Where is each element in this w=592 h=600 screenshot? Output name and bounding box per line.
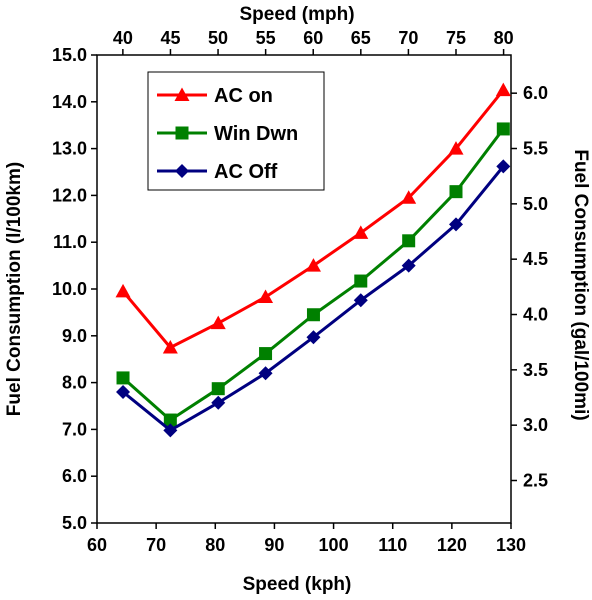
data-point-ac-on (495, 82, 511, 97)
y2-tick-label: 6.0 (523, 83, 548, 103)
right-axis-title: Fuel Consumption (gal/100mi) (570, 149, 591, 420)
data-point-ac-on (353, 225, 369, 239)
data-point-ac-off (306, 330, 321, 345)
data-point-ac-on (115, 283, 131, 298)
y2-tick-label: 5.5 (523, 139, 548, 159)
y-tick-label: 15.0 (52, 45, 87, 65)
legend-marker-ac-off (175, 164, 189, 178)
x-tick-label: 130 (496, 535, 526, 555)
data-point-ac-on (210, 315, 226, 330)
y2-tick-label: 2.5 (523, 471, 548, 491)
data-point-win-dwn (163, 413, 177, 427)
data-point-ac-off (401, 258, 416, 273)
y2-tick-label: 4.5 (523, 249, 548, 269)
data-point-ac-off (448, 217, 463, 232)
right-axis-ticks: 2.5 3.0 3.5 4.0 4.5 5.0 5.5 6.0 (511, 83, 548, 491)
top-tick-label: 75 (446, 28, 466, 48)
top-tick-label: 70 (398, 28, 418, 48)
y-tick-label: 12.0 (52, 185, 87, 205)
x-axis-title: Speed (kph) (243, 574, 352, 595)
data-point-ac-on (162, 340, 178, 354)
y-tick-label: 8.0 (62, 373, 87, 393)
data-point-win-dwn (116, 371, 130, 385)
legend-marker-ac-on (174, 87, 190, 101)
legend-marker-win-dwn (175, 126, 189, 140)
data-point-ac-on (448, 141, 464, 155)
y-tick-label: 7.0 (62, 419, 87, 439)
y2-tick-label: 5.0 (523, 194, 548, 214)
y-tick-label: 11.0 (53, 232, 87, 252)
y-tick-label: 13.0 (52, 139, 87, 159)
top-tick-label: 60 (303, 28, 323, 48)
data-point-win-dwn (211, 382, 225, 396)
data-point-ac-on (258, 289, 274, 303)
data-point-ac-off (163, 423, 178, 438)
legend: AC on Win Dwn AC Off (147, 71, 325, 191)
x-tick-label: 70 (146, 535, 166, 555)
x-tick-label: 110 (378, 535, 407, 555)
x-axis-ticks: 60 70 80 90 100 110 120 130 (87, 523, 526, 555)
x-tick-label: 120 (437, 535, 467, 555)
left-axis-ticks: 5.0 6.0 7.0 8.0 9.0 10.0 11.0 12.0 13.0 14.0 15.0 (52, 45, 97, 533)
data-point-win-dwn (259, 347, 273, 361)
legend-label-ac-on: AC on (214, 85, 273, 107)
y2-tick-label: 4.0 (523, 305, 548, 325)
data-point-ac-off (258, 366, 273, 381)
data-point-win-dwn (449, 185, 463, 199)
y-tick-label: 9.0 (62, 326, 87, 346)
top-axis-ticks: 40 45 50 55 60 65 70 75 80 (113, 28, 514, 55)
top-tick-label: 55 (256, 28, 276, 48)
x-tick-label: 100 (319, 535, 349, 555)
top-tick-label: 40 (113, 28, 133, 48)
data-point-win-dwn (402, 234, 416, 248)
x-tick-label: 90 (264, 535, 284, 555)
top-tick-label: 45 (160, 28, 180, 48)
y-tick-label: 10.0 (52, 279, 87, 299)
data-point-ac-off (496, 159, 511, 174)
legend-label-win-dwn: Win Dwn (214, 123, 298, 145)
y-tick-label: 6.0 (62, 466, 87, 486)
top-tick-label: 65 (351, 28, 371, 48)
x-tick-label: 80 (205, 535, 225, 555)
y-tick-label: 5.0 (62, 513, 87, 533)
top-tick-label: 50 (208, 28, 228, 48)
legend-label-ac-off: AC Off (214, 161, 278, 183)
left-axis-title: Fuel Consumption (l/100km) (4, 162, 25, 416)
y2-tick-label: 3.5 (523, 360, 548, 380)
data-point-win-dwn (306, 308, 320, 322)
data-point-ac-on (401, 190, 417, 204)
y2-tick-label: 3.0 (523, 415, 548, 435)
x-tick-label: 60 (87, 535, 107, 555)
top-axis-title: Speed (mph) (239, 4, 354, 25)
data-point-ac-on (305, 258, 321, 272)
data-point-ac-off (211, 395, 226, 410)
data-point-ac-off (353, 293, 368, 308)
series-layer (115, 82, 511, 438)
data-point-win-dwn (354, 274, 368, 288)
data-point-ac-off (116, 384, 131, 399)
y-tick-label: 14.0 (52, 92, 87, 112)
top-tick-label: 80 (494, 28, 514, 48)
data-point-win-dwn (496, 122, 510, 136)
